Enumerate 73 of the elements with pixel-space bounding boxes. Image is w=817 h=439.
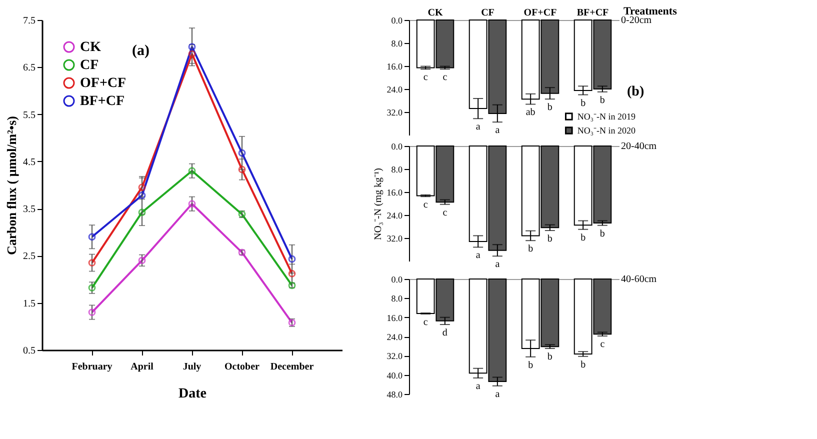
data-label: a [476, 122, 481, 133]
data-label: d [442, 328, 448, 339]
text: 20-40cm [621, 141, 657, 152]
annotation: (a) [132, 43, 150, 59]
y-tick-label: 24.0 [386, 210, 403, 220]
legend-label: OF+CF [80, 76, 126, 91]
data-label: ab [526, 107, 536, 118]
data-label: c [442, 207, 448, 218]
y-tick-label: 16.0 [386, 188, 403, 198]
y-tick-label: 7.5 [23, 16, 36, 26]
y-tick-label: 1.5 [23, 298, 36, 310]
y-tick-label: 40.0 [386, 370, 403, 380]
data-label: a [495, 125, 500, 136]
data-label: c [423, 316, 428, 328]
legend-label: NO₃⁻-N in 2019 [577, 112, 636, 122]
y-tick-label: 32.0 [386, 351, 403, 362]
data-label: c [442, 72, 448, 84]
x-tick-label: October [224, 362, 260, 372]
y-axis-title: Carbon flux ( μmol/m²•s) [4, 116, 19, 255]
data-label: b [528, 244, 534, 255]
text: (b) [627, 84, 644, 100]
y-tick-label: 32.0 [386, 108, 403, 118]
y-tick-label: 16.0 [386, 62, 403, 72]
x-axis-title: Date [178, 386, 206, 402]
data-label: a [476, 250, 481, 262]
data-label: b [580, 359, 586, 370]
y-tick-label: 0.0 [391, 142, 403, 152]
x-tick-label: BF+CF [576, 8, 609, 18]
data-label: b [580, 98, 586, 109]
x-tick-label: CK [428, 8, 443, 18]
y-tick-label: 0.0 [391, 274, 403, 284]
legend-label: NO₃⁻-N in 2020 [577, 126, 636, 136]
x-tick-label: CF [481, 8, 494, 18]
text: 0-20cm [621, 15, 652, 26]
y-axis-title: NO₃⁻-N (mg kg⁻¹) [372, 168, 384, 240]
legend-label: CF [80, 58, 99, 73]
data-label: b [528, 360, 534, 371]
data-label: b [600, 94, 605, 106]
y-tick-label: 8.0 [391, 38, 403, 48]
data-label: a [495, 259, 500, 270]
data-label: b [547, 234, 552, 245]
y-tick-label: 24.0 [386, 332, 403, 342]
y-tick-label: 2.5 [23, 251, 36, 262]
x-tick-label: April [130, 362, 154, 372]
x-tick-label: February [72, 362, 112, 372]
data-label: a [476, 380, 481, 392]
text: 40-60cm [621, 274, 657, 285]
x-tick-label: December [270, 362, 314, 372]
y-tick-label: 24.0 [386, 84, 403, 94]
y-tick-label: 3.5 [23, 204, 36, 216]
y-tick-label: 0.5 [23, 346, 36, 356]
y-tick-label: 16.0 [386, 312, 403, 323]
x-tick-label: OF+CF [524, 8, 557, 18]
data-label: c [423, 72, 428, 84]
data-label: b [547, 102, 552, 114]
data-label: c [423, 200, 428, 211]
legend-label: BF+CF [80, 94, 125, 109]
y-tick-label: 8.0 [391, 164, 403, 174]
y-tick-label: 0.0 [391, 16, 403, 26]
x-tick-label: July [182, 362, 202, 372]
data-label: c [600, 339, 606, 350]
data-label: b [600, 228, 605, 240]
y-tick-label: 6.5 [23, 62, 36, 74]
data-label: b [580, 232, 586, 244]
y-tick-label: 5.5 [23, 110, 36, 121]
data-label: a [495, 388, 500, 400]
data-label: b [547, 351, 552, 362]
y-tick-label: 48.0 [386, 390, 403, 400]
y-tick-label: 4.5 [23, 156, 36, 168]
y-tick-label: 8.0 [391, 294, 403, 304]
x-axis-title: Treatments [624, 6, 678, 18]
legend-label: CK [80, 40, 102, 55]
y-tick-label: 32.0 [386, 234, 403, 244]
